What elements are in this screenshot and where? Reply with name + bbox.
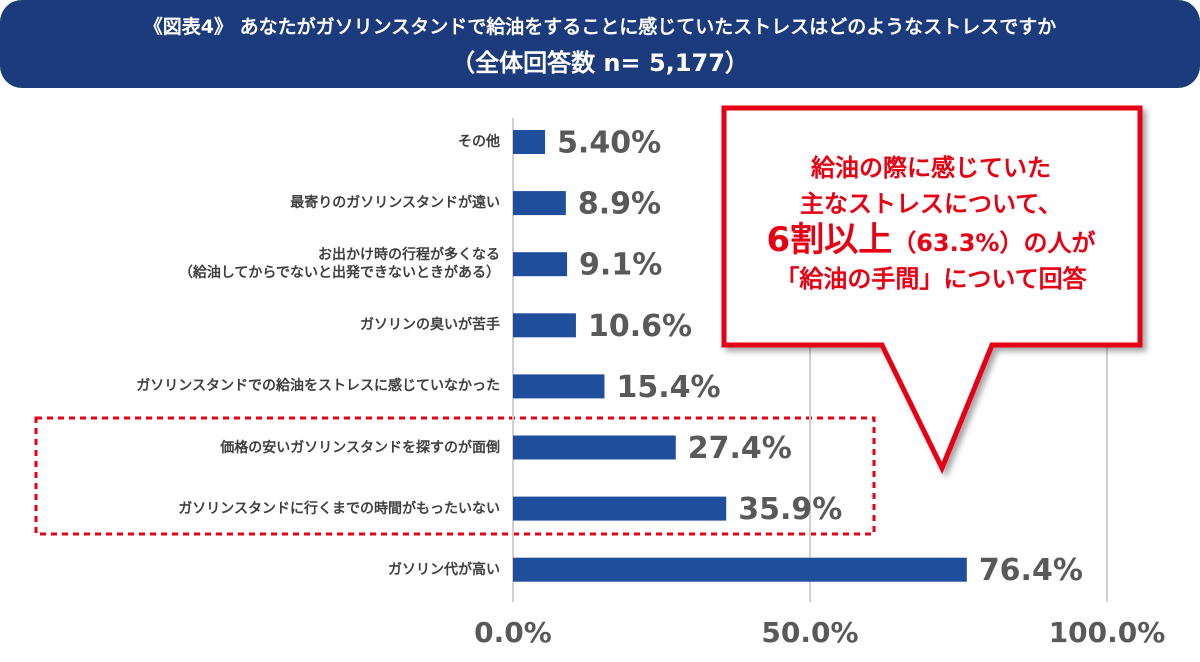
category-label: その他 bbox=[458, 134, 500, 150]
bar bbox=[513, 313, 576, 338]
bar bbox=[513, 496, 727, 521]
value-label: 27.4% bbox=[688, 431, 792, 466]
bar bbox=[513, 252, 568, 277]
chart-subtitle: （全体回答数 n= 5,177） bbox=[451, 49, 749, 77]
bar bbox=[513, 130, 546, 154]
bar bbox=[513, 191, 566, 216]
category-label: ガソリン代が高い bbox=[388, 561, 500, 578]
category-label: ガソリンの臭いが苦手 bbox=[360, 317, 500, 334]
title-bar bbox=[0, 0, 1200, 88]
header: 《図表4》 あなたがガソリンスタンドで給油をすることに感じていたストレスはどのよ… bbox=[0, 0, 1200, 88]
callout-line: （63.3%）の人が bbox=[892, 229, 1096, 257]
value-label: 15.4% bbox=[616, 370, 720, 405]
callout-text: 給油の際に感じていた 主なストレスについて、 6割以上（63.3%）の人が 「給… bbox=[728, 150, 1134, 297]
category-label: ガソリンスタンドでの給油をストレスに感じていなかった bbox=[136, 378, 500, 395]
chart-title: 《図表4》 あなたがガソリンスタンドで給油をすることに感じていたストレスはどのよ… bbox=[143, 16, 1057, 38]
value-label: 8.9% bbox=[578, 187, 661, 222]
x-tick-label: 0.0% bbox=[474, 616, 552, 649]
callout-emphasis: 6割以上 bbox=[766, 220, 893, 260]
callout-line: 給油の際に感じていた bbox=[811, 154, 1051, 182]
callout-line: 6割以上（63.3%）の人が bbox=[728, 222, 1134, 261]
callout-line: 主なストレスについて、 bbox=[799, 190, 1063, 218]
category-label: お出かけ時の行程が多くなる （給油してからでないと出発できないときがある） bbox=[178, 247, 500, 282]
highlight-box bbox=[34, 416, 876, 536]
category-label: ガソリンスタンドに行くまでの時間がもったいない bbox=[178, 500, 500, 517]
value-label: 9.1% bbox=[579, 248, 662, 283]
plot: 0.0% 50.0% 100.0% 5.40% 8.9% 9.1% 10.6% 15.4% 27… bbox=[474, 118, 1165, 649]
callout-line: 「給油の手間」について回答 bbox=[775, 265, 1087, 293]
category-label: 最寄りのガソリンスタンドが遠い bbox=[290, 195, 500, 212]
x-tick-label: 50.0% bbox=[761, 616, 858, 649]
value-label: 76.4% bbox=[979, 553, 1083, 588]
callout-bubble bbox=[721, 105, 1143, 475]
value-label: 10.6% bbox=[588, 309, 692, 344]
category-label: 価格の安いガソリンスタンドを探すのが面倒 bbox=[220, 439, 500, 456]
value-label: 5.40% bbox=[557, 126, 661, 161]
bar bbox=[513, 435, 676, 460]
x-tick-label: 100.0% bbox=[1049, 616, 1166, 649]
bar bbox=[513, 557, 967, 582]
value-label: 35.9% bbox=[738, 492, 842, 527]
bar bbox=[513, 374, 605, 399]
